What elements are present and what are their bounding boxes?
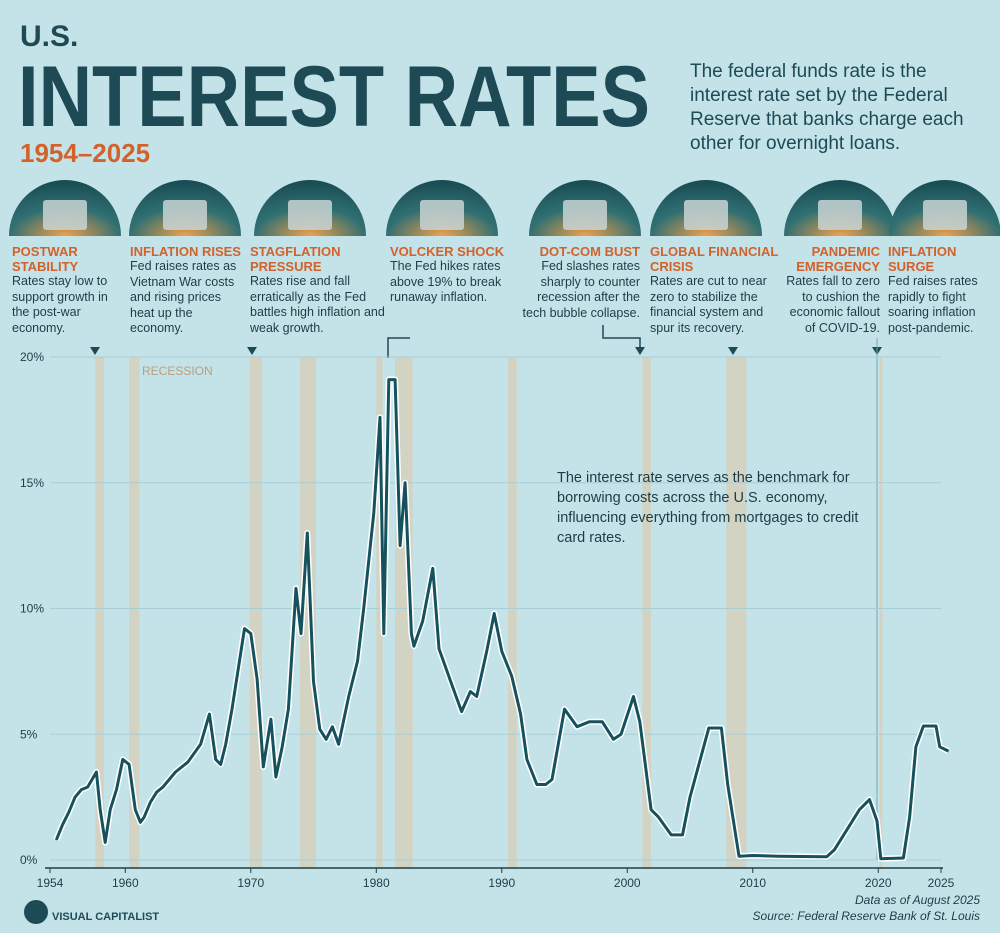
event-title: VOLCKER SHOCK	[390, 244, 505, 259]
event-icon-detail	[818, 200, 862, 230]
event-icon-detail	[923, 200, 967, 230]
event: PANDEMIC EMERGENCY Rates fall to zero to …	[778, 244, 880, 336]
event-text: Fed raises rates as Vietnam War costs an…	[130, 259, 237, 335]
event-text: Fed raises rates rapidly to fight soarin…	[888, 274, 978, 335]
y-tick-label: 10%	[20, 602, 44, 616]
x-tick-label: 1980	[363, 876, 390, 890]
event: INFLATION SURGE Fed raises rates rapidly …	[888, 244, 993, 336]
recession-band	[726, 357, 747, 868]
event-text: Rates rise and fall erratically as the F…	[250, 274, 385, 335]
event-text: Rates fall to zero to cushion the econom…	[786, 274, 880, 335]
x-tick-label: 2000	[614, 876, 641, 890]
event-pointer	[728, 347, 738, 355]
recession-band	[879, 357, 883, 868]
x-tick-label: 2020	[865, 876, 892, 890]
logo	[24, 900, 48, 924]
event-pointer	[90, 347, 100, 355]
event-title: POSTWAR STABILITY	[12, 244, 79, 274]
event: STAGFLATION PRESSURE Rates rise and fall …	[250, 244, 385, 336]
event-icon-detail	[420, 200, 464, 230]
event-title: DOT-COM BUST	[539, 244, 640, 259]
recession-band	[249, 357, 263, 868]
event-pointer	[635, 347, 645, 355]
event-title: STAGFLATION PRESSURE	[250, 244, 341, 274]
period: 1954–2025	[20, 138, 150, 168]
kicker: U.S.	[20, 20, 78, 53]
event-title: GLOBAL FINANCIAL CRISIS	[650, 244, 779, 274]
recession-band	[376, 357, 383, 868]
description: The federal funds rate is the interest r…	[690, 61, 964, 154]
event-pointer	[247, 347, 257, 355]
event-text: The Fed hikes rates above 19% to break r…	[390, 259, 502, 304]
line	[54, 378, 950, 861]
recession-band	[129, 357, 140, 868]
x-tick-label: 2010	[739, 876, 766, 890]
event: VOLCKER SHOCK The Fed hikes rates above 1…	[390, 244, 515, 306]
event: INFLATION RISES Fed raises rates as Vietn…	[130, 244, 248, 337]
y-tick-label: 5%	[20, 727, 38, 741]
y-tick-label: 0%	[20, 853, 38, 867]
event-title: INFLATION RISES	[130, 244, 241, 259]
x-tick-label: 1960	[112, 876, 139, 890]
y-tick-label: 15%	[20, 476, 44, 490]
recession-band	[642, 357, 652, 868]
event-title: INFLATION SURGE	[888, 244, 957, 274]
event-text: Rates stay low to support growth in the …	[12, 274, 108, 335]
event-title: PANDEMIC EMERGENCY	[796, 244, 880, 274]
recession-label: RECESSION	[142, 364, 213, 378]
chart-note: The interest rate serves as the benchmar…	[557, 470, 859, 546]
event-pointer	[387, 337, 410, 358]
event-pointer	[602, 325, 641, 350]
event-text: Rates are cut to near zero to stabilize …	[650, 274, 767, 335]
x-tick-label: 1954	[37, 876, 64, 890]
y-tick-label: 20%	[20, 350, 44, 364]
event: GLOBAL FINANCIAL CRISIS Rates are cut to …	[650, 244, 780, 336]
event: POSTWAR STABILITY Rates stay low to suppo…	[12, 244, 122, 336]
as-of: Data as of August 2025	[855, 893, 980, 907]
event: DOT-COM BUST Fed slashes rates sharply to…	[520, 244, 640, 321]
title: INTEREST RATES	[18, 49, 650, 145]
event-icon-detail	[163, 200, 207, 230]
x-tick-label: 1970	[237, 876, 264, 890]
event-icon-detail	[43, 200, 87, 230]
event-text: Fed slashes rates sharply to counter rec…	[522, 259, 640, 320]
x-tick-label: 2025	[928, 876, 955, 890]
x-tick-label: 1990	[488, 876, 515, 890]
line-outline	[53, 376, 950, 862]
recession-band	[508, 357, 517, 868]
event-icon-detail	[288, 200, 332, 230]
source: Source: Federal Reserve Bank of St. Loui…	[752, 909, 980, 923]
recession-band	[95, 357, 104, 868]
event-icon-detail	[684, 200, 728, 230]
event-icon-detail	[563, 200, 607, 230]
brand: VISUAL CAPITALIST	[52, 911, 159, 923]
